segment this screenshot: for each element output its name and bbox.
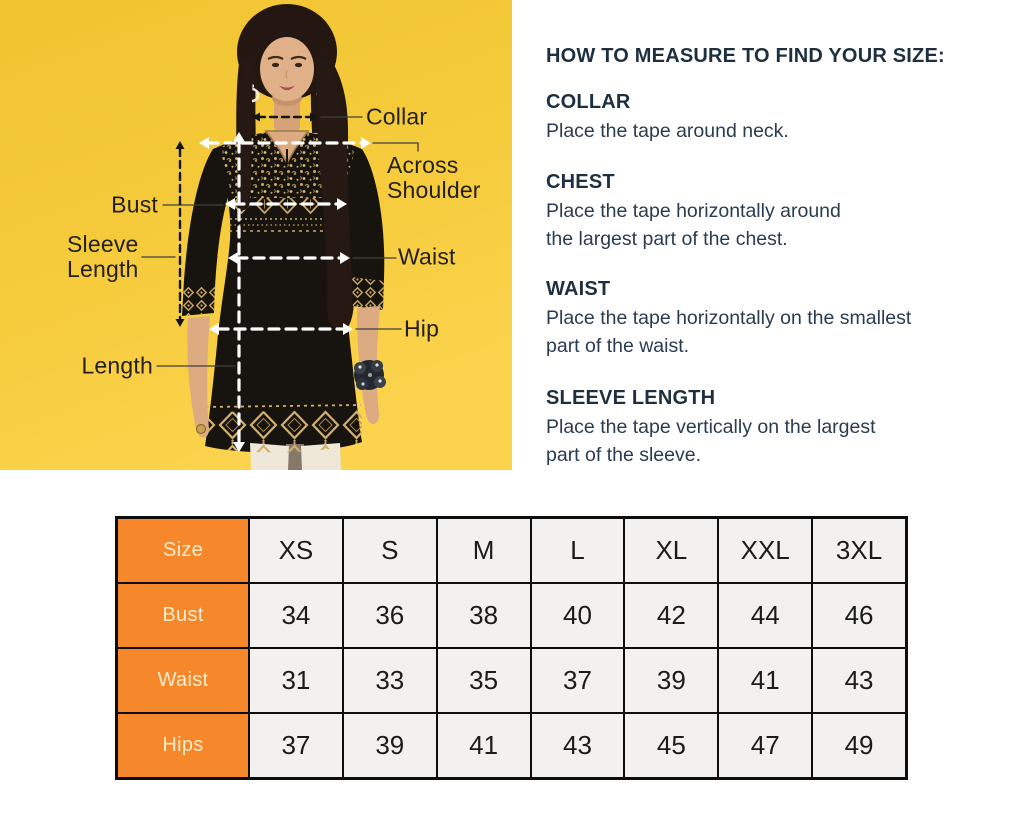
size-cell: M xyxy=(437,519,530,582)
label-bust: Bust xyxy=(111,191,158,218)
size-cell: 34 xyxy=(250,584,342,647)
size-cell: 49 xyxy=(813,714,905,777)
guide-section-chest: CHEST Place the tape horizontally around… xyxy=(546,168,986,253)
size-row-label: Hips xyxy=(118,714,248,777)
size-cell: 43 xyxy=(813,649,905,712)
guide-heading: SLEEVE LENGTH xyxy=(546,387,716,409)
guide-heading: CHEST xyxy=(546,171,615,193)
size-cell: 33 xyxy=(343,649,436,712)
size-cell: S xyxy=(343,519,436,582)
guide-line: the largest part of the chest. xyxy=(546,228,788,250)
size-row-label: Waist xyxy=(118,649,248,712)
size-cell: 43 xyxy=(531,714,624,777)
size-cell: 41 xyxy=(719,649,812,712)
size-cell: 39 xyxy=(625,649,718,712)
bracelet xyxy=(354,360,386,390)
guide-section-sleeve-length: SLEEVE LENGTH Place the tape vertically … xyxy=(546,384,986,469)
size-cell: 38 xyxy=(437,584,530,647)
size-cell: XL xyxy=(625,519,718,582)
size-cell: 36 xyxy=(343,584,436,647)
size-cell: 37 xyxy=(531,649,624,712)
label-collar: Collar xyxy=(366,103,428,130)
size-cell: L xyxy=(531,519,624,582)
guide-line: Place the tape vertically on the largest xyxy=(546,416,876,438)
size-cell: 46 xyxy=(813,584,905,647)
size-cell: 45 xyxy=(625,714,718,777)
guide-line: Place the tape around neck. xyxy=(546,120,789,142)
size-chart-table: Size XS S M L XL XXL 3XL Bust 34 36 38 4… xyxy=(115,516,908,780)
size-cell: 41 xyxy=(437,714,530,777)
size-cell: 37 xyxy=(250,714,342,777)
label-length: Length xyxy=(81,352,153,379)
label-hip: Hip xyxy=(404,315,440,342)
size-cell: 40 xyxy=(531,584,624,647)
measurement-diagram-panel: Collar Across Shoulder Bust Sleeve Lengt… xyxy=(0,0,512,470)
guide-heading: COLLAR xyxy=(546,91,631,113)
size-cell: 3XL xyxy=(813,519,905,582)
size-cell: 44 xyxy=(719,584,812,647)
guide-line: part of the waist. xyxy=(546,335,690,357)
size-cell: XXL xyxy=(719,519,812,582)
guide-line: Place the tape horizontally on the small… xyxy=(546,307,912,329)
size-cell: 31 xyxy=(250,649,342,712)
size-cell: XS xyxy=(250,519,342,582)
guide-line: part of the sleeve. xyxy=(546,444,702,466)
across-shoulder-connector xyxy=(372,142,419,152)
label-sleeve-length: Sleeve Length xyxy=(67,231,139,282)
guide-heading: WAIST xyxy=(546,278,611,300)
size-row-label: Bust xyxy=(118,584,248,647)
size-cell: 47 xyxy=(719,714,812,777)
size-row-label: Size xyxy=(118,519,248,582)
model-measurement-illustration xyxy=(0,0,512,470)
guide-line: Place the tape horizontally around xyxy=(546,200,841,222)
size-cell: 42 xyxy=(625,584,718,647)
label-across-shoulder: Across Shoulder xyxy=(387,152,481,203)
measurement-lines xyxy=(141,112,419,452)
guide-section-waist: WAIST Place the tape horizontally on the… xyxy=(546,275,986,360)
ring xyxy=(195,423,207,435)
size-cell: 35 xyxy=(437,649,530,712)
label-waist: Waist xyxy=(398,243,456,270)
guide-section-collar: COLLAR Place the tape around neck. xyxy=(546,88,986,145)
size-cell: 39 xyxy=(343,714,436,777)
guide-title: HOW TO MEASURE TO FIND YOUR SIZE: xyxy=(546,45,945,67)
